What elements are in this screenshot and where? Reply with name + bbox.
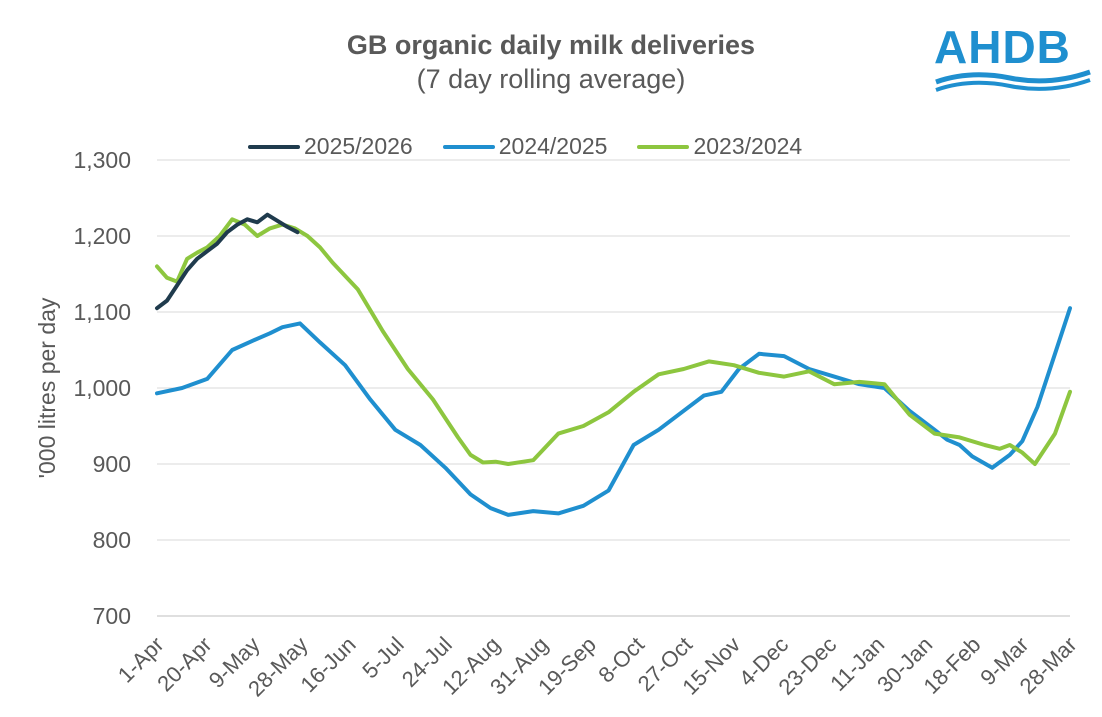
legend-item: 2025/2026 (248, 133, 413, 160)
legend-swatch (248, 144, 300, 149)
y-tick-label: 1,200 (73, 223, 131, 249)
y-tick-label: 1,000 (73, 375, 131, 401)
y-tick-label: 900 (93, 451, 131, 477)
series-line-2025-2026 (155, 212, 300, 311)
chart-subtitle: (7 day rolling average) (416, 64, 686, 94)
chart-legend: 2025/2026 2024/2025 2023/2024 (248, 133, 832, 160)
series-line-2023-2024 (155, 217, 1072, 466)
legend-swatch (442, 144, 495, 149)
logo-wave-icon (935, 69, 1091, 92)
y-axis-label: '000 litres per day (34, 297, 60, 478)
legend-label: 2025/2026 (304, 133, 413, 159)
chart-title: GB organic daily milk deliveries (346, 30, 756, 60)
x-tick-label: 20-Apr (152, 632, 216, 696)
y-tick-label: 700 (93, 603, 131, 629)
x-tick-label: 16-Jun (295, 632, 360, 697)
legend-label: 2023/2024 (693, 133, 803, 159)
legend-label: 2024/2025 (498, 133, 608, 159)
logo-text: AHDB (934, 21, 1071, 73)
legend-item: 2023/2024 (637, 133, 802, 160)
legend-item: 2024/2025 (442, 133, 608, 160)
ahdb-logo: AHDB (930, 20, 1100, 100)
y-tick-label: 1,100 (73, 299, 131, 325)
series-line-2024-2025 (155, 306, 1072, 517)
y-tick-label: 800 (93, 527, 131, 553)
y-tick-label: 1,300 (73, 147, 131, 173)
legend-swatch (637, 144, 690, 149)
